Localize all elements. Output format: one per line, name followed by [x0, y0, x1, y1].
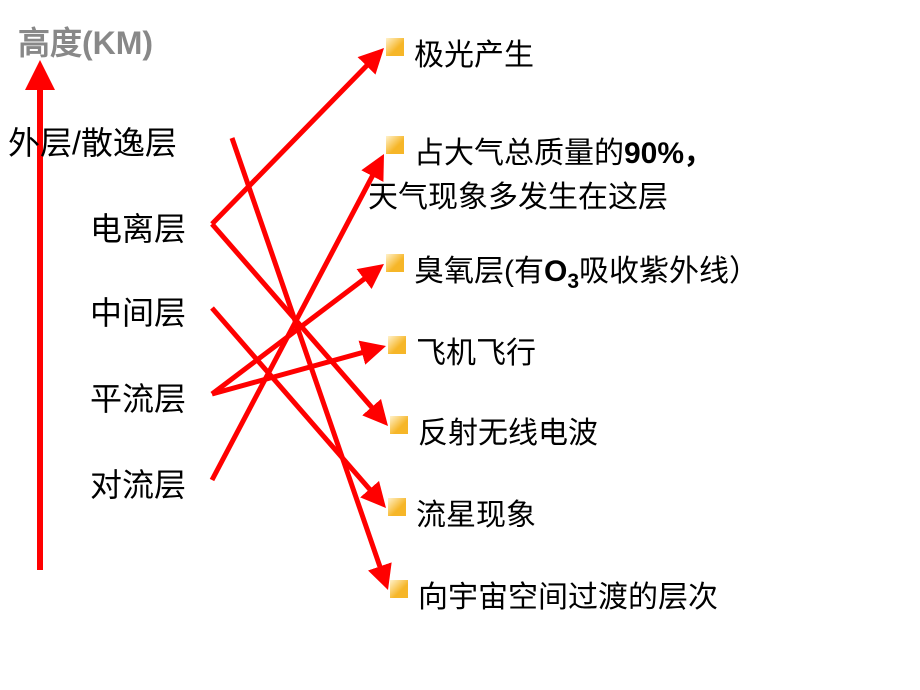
connection-arrow-6 [212, 163, 379, 480]
axis-label: 高度(KM) [18, 18, 153, 64]
property-label-5: 流星现象 [416, 490, 536, 534]
bullet-icon-2 [386, 254, 404, 272]
bullet-icon-3 [388, 336, 406, 354]
layer-label-3: 平流层 [90, 374, 186, 420]
bullet-icon-1 [386, 136, 404, 154]
bullet-icon-0 [386, 38, 404, 56]
property-label-0: 极光产生 [414, 30, 534, 74]
connection-arrow-5 [212, 349, 376, 394]
bullet-icon-5 [388, 498, 406, 516]
bullet-icon-4 [390, 416, 408, 434]
property-label-3: 飞机飞行 [416, 328, 536, 372]
connection-arrow-0 [232, 138, 385, 581]
connection-arrow-1 [212, 55, 377, 224]
property-label-6: 向宇宙空间过渡的层次 [418, 572, 718, 616]
property-label-2: 臭氧层(有O3吸收紫外线） [414, 246, 759, 294]
property-label-1: 占大气总质量的90%， [414, 128, 714, 172]
bullet-icon-6 [390, 580, 408, 598]
connection-arrow-2 [212, 224, 381, 418]
connection-arrow-3 [212, 308, 379, 500]
layer-label-0: 外层/散逸层 [8, 118, 177, 164]
layer-label-2: 中间层 [90, 288, 186, 334]
connection-arrow-4 [212, 270, 376, 394]
layer-label-4: 对流层 [90, 460, 186, 506]
property-label-1-line2: 天气现象多发生在这层 [368, 172, 668, 216]
layer-label-1: 电离层 [90, 204, 186, 250]
property-label-4: 反射无线电波 [418, 408, 598, 452]
